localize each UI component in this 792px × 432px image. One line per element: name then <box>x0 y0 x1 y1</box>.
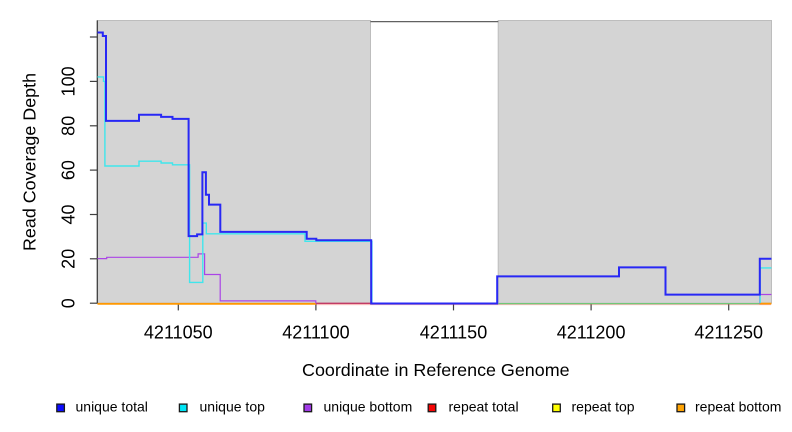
svg-text:0: 0 <box>59 298 79 308</box>
svg-text:repeat total: repeat total <box>449 399 519 415</box>
svg-text:unique total: unique total <box>76 399 148 415</box>
svg-text:4211250: 4211250 <box>694 322 763 342</box>
svg-text:40: 40 <box>59 204 79 224</box>
svg-text:4211150: 4211150 <box>420 322 487 342</box>
svg-text:4211200: 4211200 <box>557 322 626 342</box>
svg-text:4211050: 4211050 <box>144 322 213 342</box>
svg-text:20: 20 <box>59 249 79 269</box>
svg-text:100: 100 <box>59 66 79 96</box>
svg-text:repeat top: repeat top <box>572 399 635 415</box>
svg-text:4211100: 4211100 <box>282 322 349 342</box>
svg-text:repeat bottom: repeat bottom <box>695 399 781 415</box>
svg-text:Coordinate in Reference Genome: Coordinate in Reference Genome <box>302 360 570 380</box>
svg-text:80: 80 <box>59 116 79 136</box>
svg-text:unique bottom: unique bottom <box>324 399 413 415</box>
svg-text:Read Coverage Depth: Read Coverage Depth <box>20 73 40 251</box>
svg-text:unique top: unique top <box>200 399 266 415</box>
svg-text:60: 60 <box>59 160 79 180</box>
